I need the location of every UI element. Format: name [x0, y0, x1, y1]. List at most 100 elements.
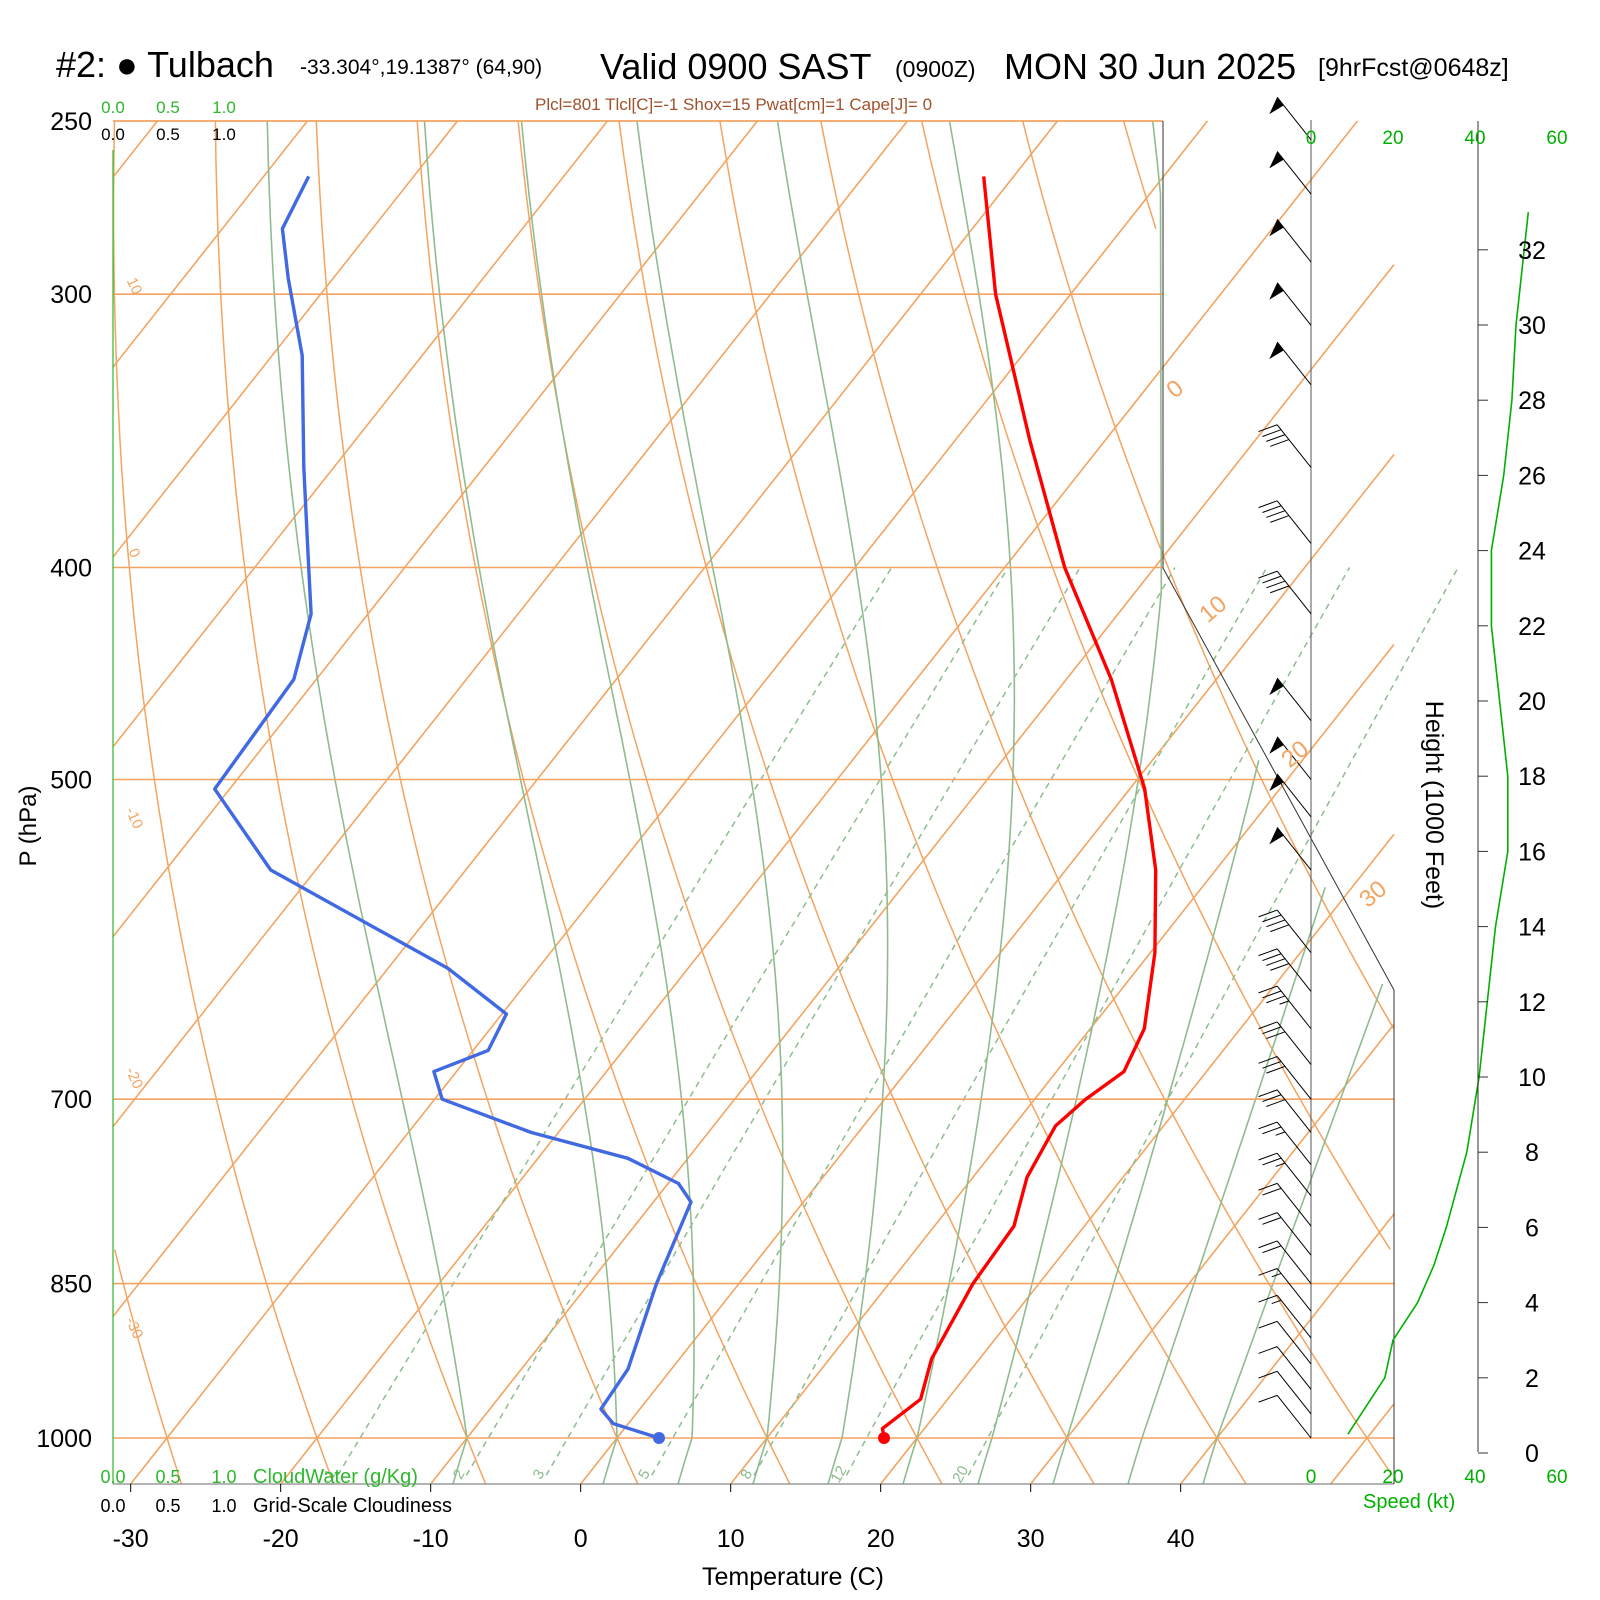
- mixing-ratio-line: [465, 567, 1009, 1476]
- station-coords: -33.304°,19.1387° (64,90): [300, 56, 543, 79]
- pressure-tick-label: 250: [50, 108, 92, 136]
- wind-barb-staff: [1276, 909, 1312, 954]
- dry-adiabat-line: [517, 120, 943, 1485]
- wind-barb-flag: [1258, 1212, 1278, 1220]
- pressure-tick-label: 500: [50, 767, 92, 795]
- dry-adiabat-line: [820, 120, 1393, 1476]
- profile-layer: [212, 175, 1158, 1444]
- wind-barb-flag: [1258, 1021, 1278, 1030]
- moist-adiabat-line: [902, 120, 1016, 1485]
- wind-barb-staff: [1276, 1320, 1312, 1365]
- wind-barb-pennant: [1269, 736, 1284, 754]
- moist-adiabat-line: [977, 120, 1163, 1485]
- moist-adiabat-line: [266, 120, 468, 1485]
- wind-barb-staff: [1276, 1395, 1312, 1439]
- wind-barb-half-flag: [1275, 1131, 1286, 1136]
- mixing-ratio-line: [967, 567, 1459, 1476]
- cloudwater-tick-top: 0.0: [101, 98, 125, 117]
- forecast-info: [9hrFcst@0648z]: [1318, 54, 1509, 82]
- dry-adiabat-line: [112, 120, 335, 1485]
- station-title: #2: ● Tulbach: [56, 44, 274, 85]
- isotherm-line: [112, 120, 1059, 1317]
- wind-barb-half-flag: [1271, 1299, 1282, 1305]
- pressure-tick-label: 700: [50, 1086, 92, 1114]
- height-tick-label: 4: [1525, 1290, 1539, 1318]
- isotherm-line: [580, 453, 1395, 1485]
- wind-barb-staff: [1276, 677, 1312, 722]
- height-tick-label: 28: [1518, 387, 1546, 415]
- isotherm-line: [280, 120, 1359, 1485]
- x-axis-title: Temperature (C): [702, 1563, 884, 1591]
- wind-barb-flag: [1262, 953, 1282, 962]
- y-axis-title: P (hPa): [15, 786, 42, 867]
- wind-barb-staff: [1276, 1240, 1312, 1284]
- mixing-ratio-label: 3: [529, 1467, 548, 1483]
- wind-barb-flag: [1258, 1240, 1278, 1249]
- cloudiness-tick-bottom: 1.0: [211, 1496, 236, 1516]
- speed-tick-bottom: 20: [1382, 1467, 1403, 1488]
- wind-barb-staff: [1276, 948, 1312, 992]
- wind-barb-flag: [1266, 995, 1286, 1004]
- isotherm-label: 10: [123, 275, 145, 297]
- height-tick-label: 20: [1518, 688, 1546, 716]
- mixing-ratio-label: 2: [450, 1467, 469, 1483]
- wind-barb-pennant: [1269, 827, 1284, 845]
- x-tick-label: 20: [867, 1525, 895, 1553]
- wind-barb-staff: [1276, 219, 1312, 263]
- isotherm-label: -30: [122, 1315, 147, 1342]
- valid-date: MON 30 Jun 2025: [1004, 46, 1297, 87]
- mixing-ratio-line: [337, 567, 893, 1476]
- wind-barb-flag: [1258, 1056, 1278, 1064]
- wind-barb-flag: [1258, 1320, 1278, 1329]
- wind-barb-flag: [1258, 985, 1278, 994]
- cloudiness-tick-bottom: 0.5: [155, 1496, 180, 1516]
- isotherm-label: 10: [1194, 590, 1232, 628]
- wind-barb-flag: [1270, 963, 1290, 971]
- wind-speed-line: [1347, 212, 1530, 1435]
- isotherm-line: [112, 120, 459, 558]
- cloudwater-tick-top: 0.5: [156, 98, 180, 117]
- wind-barb-flag: [1266, 510, 1286, 518]
- height-tick-label: 12: [1518, 989, 1546, 1017]
- wind-barb-flag: [1266, 1065, 1286, 1074]
- dry-adiabat-line: [214, 120, 487, 1485]
- pressure-tick-label: 1000: [36, 1425, 92, 1453]
- wind-barb-half-flag: [1279, 1000, 1290, 1005]
- height-tick-label: 0: [1525, 1440, 1539, 1468]
- zulu-time: (0900Z): [895, 56, 976, 82]
- wind-barb-flag: [1262, 1217, 1282, 1225]
- isotherm-line: [112, 120, 909, 1128]
- x-tick-label: -10: [413, 1525, 449, 1553]
- wind-barb-pennant: [1269, 219, 1284, 237]
- isotherm-label: 0: [1161, 375, 1189, 404]
- isotherm-label: -20: [122, 1065, 147, 1092]
- wind-barb-flag: [1258, 570, 1278, 579]
- wind-barb-flag: [1258, 909, 1278, 918]
- pressure-tick-label: 400: [50, 555, 92, 583]
- wind-barb-staff: [1276, 1212, 1312, 1256]
- cloudwater-tick-bottom: 0.0: [100, 1467, 125, 1487]
- wind-barb-staff: [1276, 985, 1312, 1030]
- wind-barb-staff: [1276, 1346, 1312, 1390]
- x-tick-label: -30: [113, 1525, 149, 1553]
- pressure-tick-label: 850: [50, 1271, 92, 1299]
- wind-barb-flag: [1262, 990, 1282, 999]
- cloudiness-tick-bottom: 0.0: [100, 1496, 125, 1516]
- mixing-ratio-label: 8: [737, 1467, 756, 1483]
- speed-tick-top: 60: [1546, 128, 1567, 149]
- wind-barb-flag: [1270, 439, 1290, 447]
- height-axis-title: Height (1000 Feet): [1420, 701, 1448, 909]
- moist-adiabat-line: [423, 120, 618, 1485]
- height-tick-label: 18: [1518, 763, 1546, 791]
- wind-barb-flag: [1262, 505, 1282, 513]
- isotherm-line: [1330, 1403, 1395, 1485]
- mixing-ratio-label: 12: [828, 1463, 851, 1486]
- wind-barb-staff: [1276, 1089, 1312, 1133]
- x-tick-label: 40: [1167, 1525, 1195, 1553]
- cloudwater-tick-bottom: 0.5: [155, 1467, 180, 1487]
- wind-barb-staff: [1276, 500, 1312, 544]
- isotherm-line: [112, 120, 609, 748]
- wind-barb-staff: [1276, 1152, 1312, 1197]
- height-tick-label: 8: [1525, 1139, 1539, 1167]
